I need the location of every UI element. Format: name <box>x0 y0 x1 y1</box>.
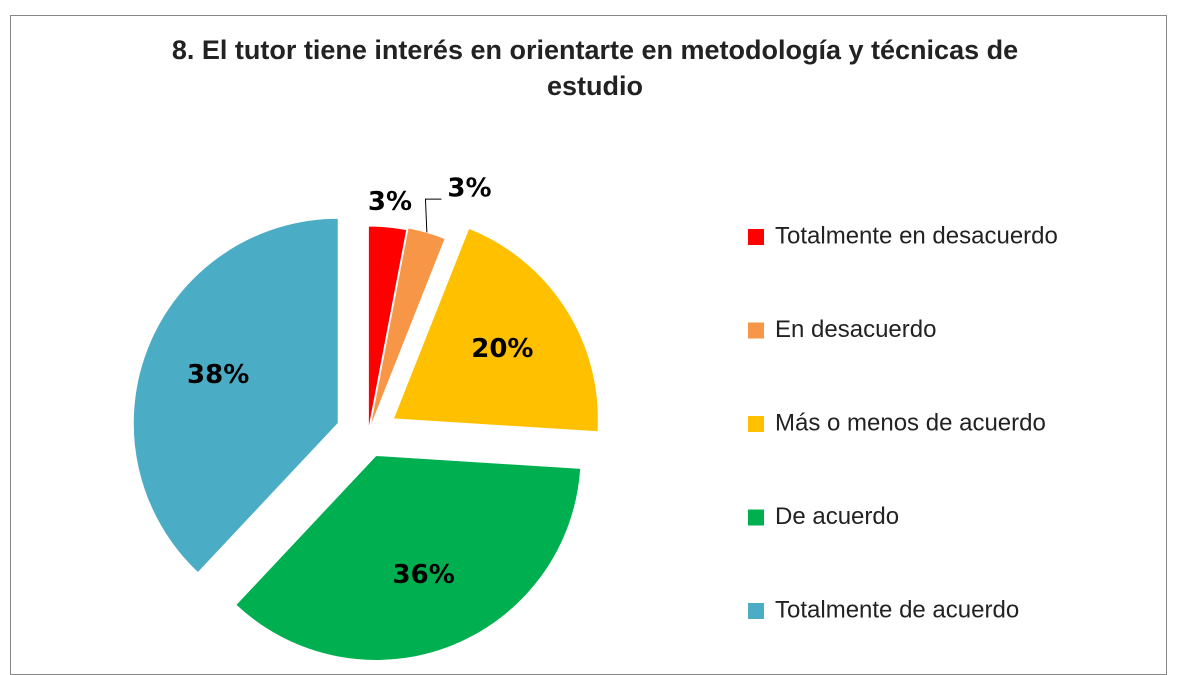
data-label: 36% <box>393 560 455 590</box>
data-label: 20% <box>471 334 533 364</box>
legend-label: Totalmente en desacuerdo <box>775 222 1058 249</box>
legend-swatch <box>748 322 764 339</box>
legend-swatch <box>748 229 764 245</box>
legend-swatch <box>748 603 764 619</box>
data-label: 3% <box>447 174 491 204</box>
legend-label: Totalmente de acuerdo <box>775 596 1019 623</box>
legend-swatch <box>748 416 764 432</box>
legend-swatch <box>748 509 764 526</box>
chart: 3% 3% 20% 36% 38% Totalmente en desacuerdo En … <box>132 174 1058 661</box>
legend-label: De acuerdo <box>775 503 899 530</box>
chart-title: 8. El tutor tiene interés en orientarte … <box>171 35 1019 101</box>
pie-slice <box>367 225 408 432</box>
data-label: 3% <box>368 187 412 217</box>
pie-slice <box>132 217 339 574</box>
pie-slice <box>392 227 599 433</box>
page: {"chart_data": {"type": "pie", "title": … <box>10 15 1167 675</box>
data-label: 38% <box>187 360 249 390</box>
legend-label: Más o menos de acuerdo <box>775 409 1046 436</box>
pie-slice <box>235 454 582 661</box>
legend-label: En desacuerdo <box>775 316 936 343</box>
leader-line <box>424 198 442 233</box>
